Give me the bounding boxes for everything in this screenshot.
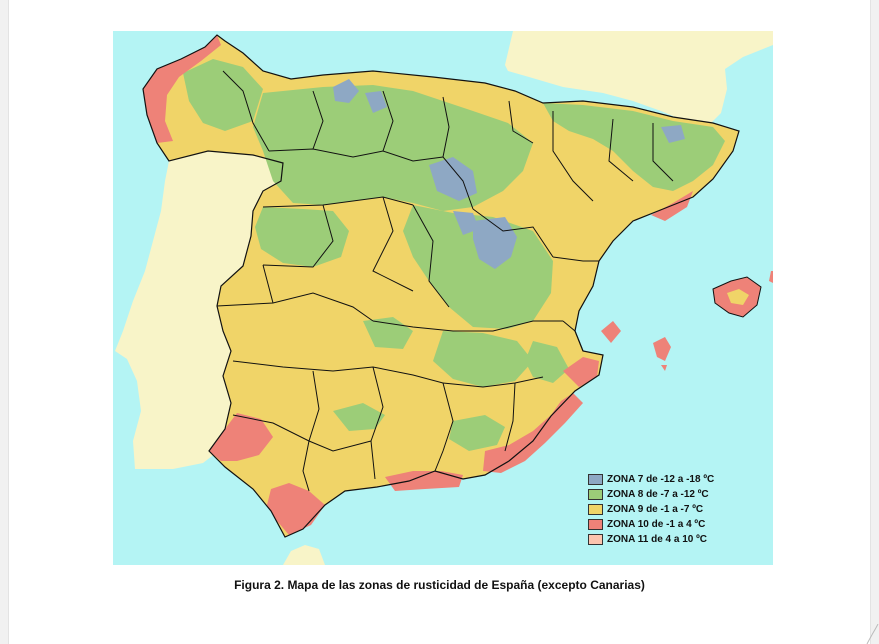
legend-label-zone-8: ZONA 8 de -7 a -12 ºC bbox=[607, 489, 709, 500]
legend-swatch-zone-9 bbox=[588, 504, 603, 515]
legend-label-zone-7: ZONA 7 de -12 a -18 ºC bbox=[607, 474, 715, 485]
legend-item-zone-8: ZONA 8 de -7 a -12 ºC bbox=[588, 487, 714, 502]
zone-10-granada-coast bbox=[385, 471, 463, 491]
legend-item-zone-10: ZONA 10 de -1 a 4 ºC bbox=[588, 517, 714, 532]
hardiness-zone-map bbox=[113, 31, 773, 565]
morocco-land bbox=[283, 545, 325, 565]
page-curl-icon bbox=[866, 624, 879, 644]
legend-label-zone-9: ZONA 9 de -1 a -7 ºC bbox=[607, 504, 704, 515]
mallorca-outline bbox=[712, 276, 762, 318]
province-borders bbox=[216, 70, 674, 492]
right-page-strip bbox=[870, 0, 879, 644]
portugal-land bbox=[115, 151, 283, 469]
zone-8-pyrenees bbox=[543, 103, 725, 191]
zone-7-pyrenees bbox=[661, 125, 685, 143]
zone-8-la-mancha bbox=[433, 331, 533, 387]
zone-10-cadiz bbox=[267, 483, 325, 535]
zone-10-alicante bbox=[563, 357, 599, 387]
legend-item-zone-7: ZONA 7 de -12 a -18 ºC bbox=[588, 472, 714, 487]
zone-7-teruel bbox=[473, 217, 517, 269]
zone-8-west-central bbox=[255, 207, 349, 267]
spain-outline bbox=[142, 34, 740, 538]
zone-8-sierra-morena bbox=[333, 403, 385, 431]
zone-10-valencia bbox=[601, 321, 621, 343]
france-land bbox=[505, 31, 773, 123]
zone-7-iberian-north bbox=[429, 157, 477, 201]
zone-7-cantabrian bbox=[333, 79, 359, 103]
zone-10-areas bbox=[143, 35, 693, 535]
legend-item-zone-11: ZONA 11 de 4 a 10 ºC bbox=[588, 532, 714, 547]
zone-10-murcia-almeria bbox=[483, 393, 583, 473]
legend-swatch-zone-7 bbox=[588, 474, 603, 485]
legend-swatch-zone-11 bbox=[588, 534, 603, 545]
mallorca-interior bbox=[727, 289, 749, 305]
zone-7-cantabrian-east bbox=[365, 91, 387, 113]
zone-8-sierra-nevada bbox=[449, 415, 505, 451]
left-page-strip bbox=[0, 0, 9, 644]
zone-8-northwest bbox=[183, 59, 263, 131]
figure-caption: Figura 2. Mapa de las zonas de rusticida… bbox=[234, 578, 645, 592]
zone-8-southeast-interior bbox=[525, 341, 569, 383]
map-legend: ZONA 7 de -12 a -18 ºC ZONA 8 de -7 a -1… bbox=[588, 472, 714, 547]
formentera-island bbox=[661, 365, 667, 371]
legend-label-zone-11: ZONA 11 de 4 a 10 ºC bbox=[607, 534, 707, 545]
legend-swatch-zone-10 bbox=[588, 519, 603, 530]
legend-item-zone-9: ZONA 9 de -1 a -7 ºC bbox=[588, 502, 714, 517]
ibiza-island bbox=[653, 337, 671, 361]
menorca-island bbox=[769, 271, 773, 283]
zone-10-huelva bbox=[209, 413, 273, 461]
legend-label-zone-10: ZONA 10 de -1 a 4 ºC bbox=[607, 519, 706, 530]
zone-7-areas bbox=[333, 79, 685, 269]
zone-10-galicia-coast bbox=[143, 35, 221, 143]
zone-7-soria bbox=[453, 211, 479, 235]
legend-swatch-zone-8 bbox=[588, 489, 603, 500]
